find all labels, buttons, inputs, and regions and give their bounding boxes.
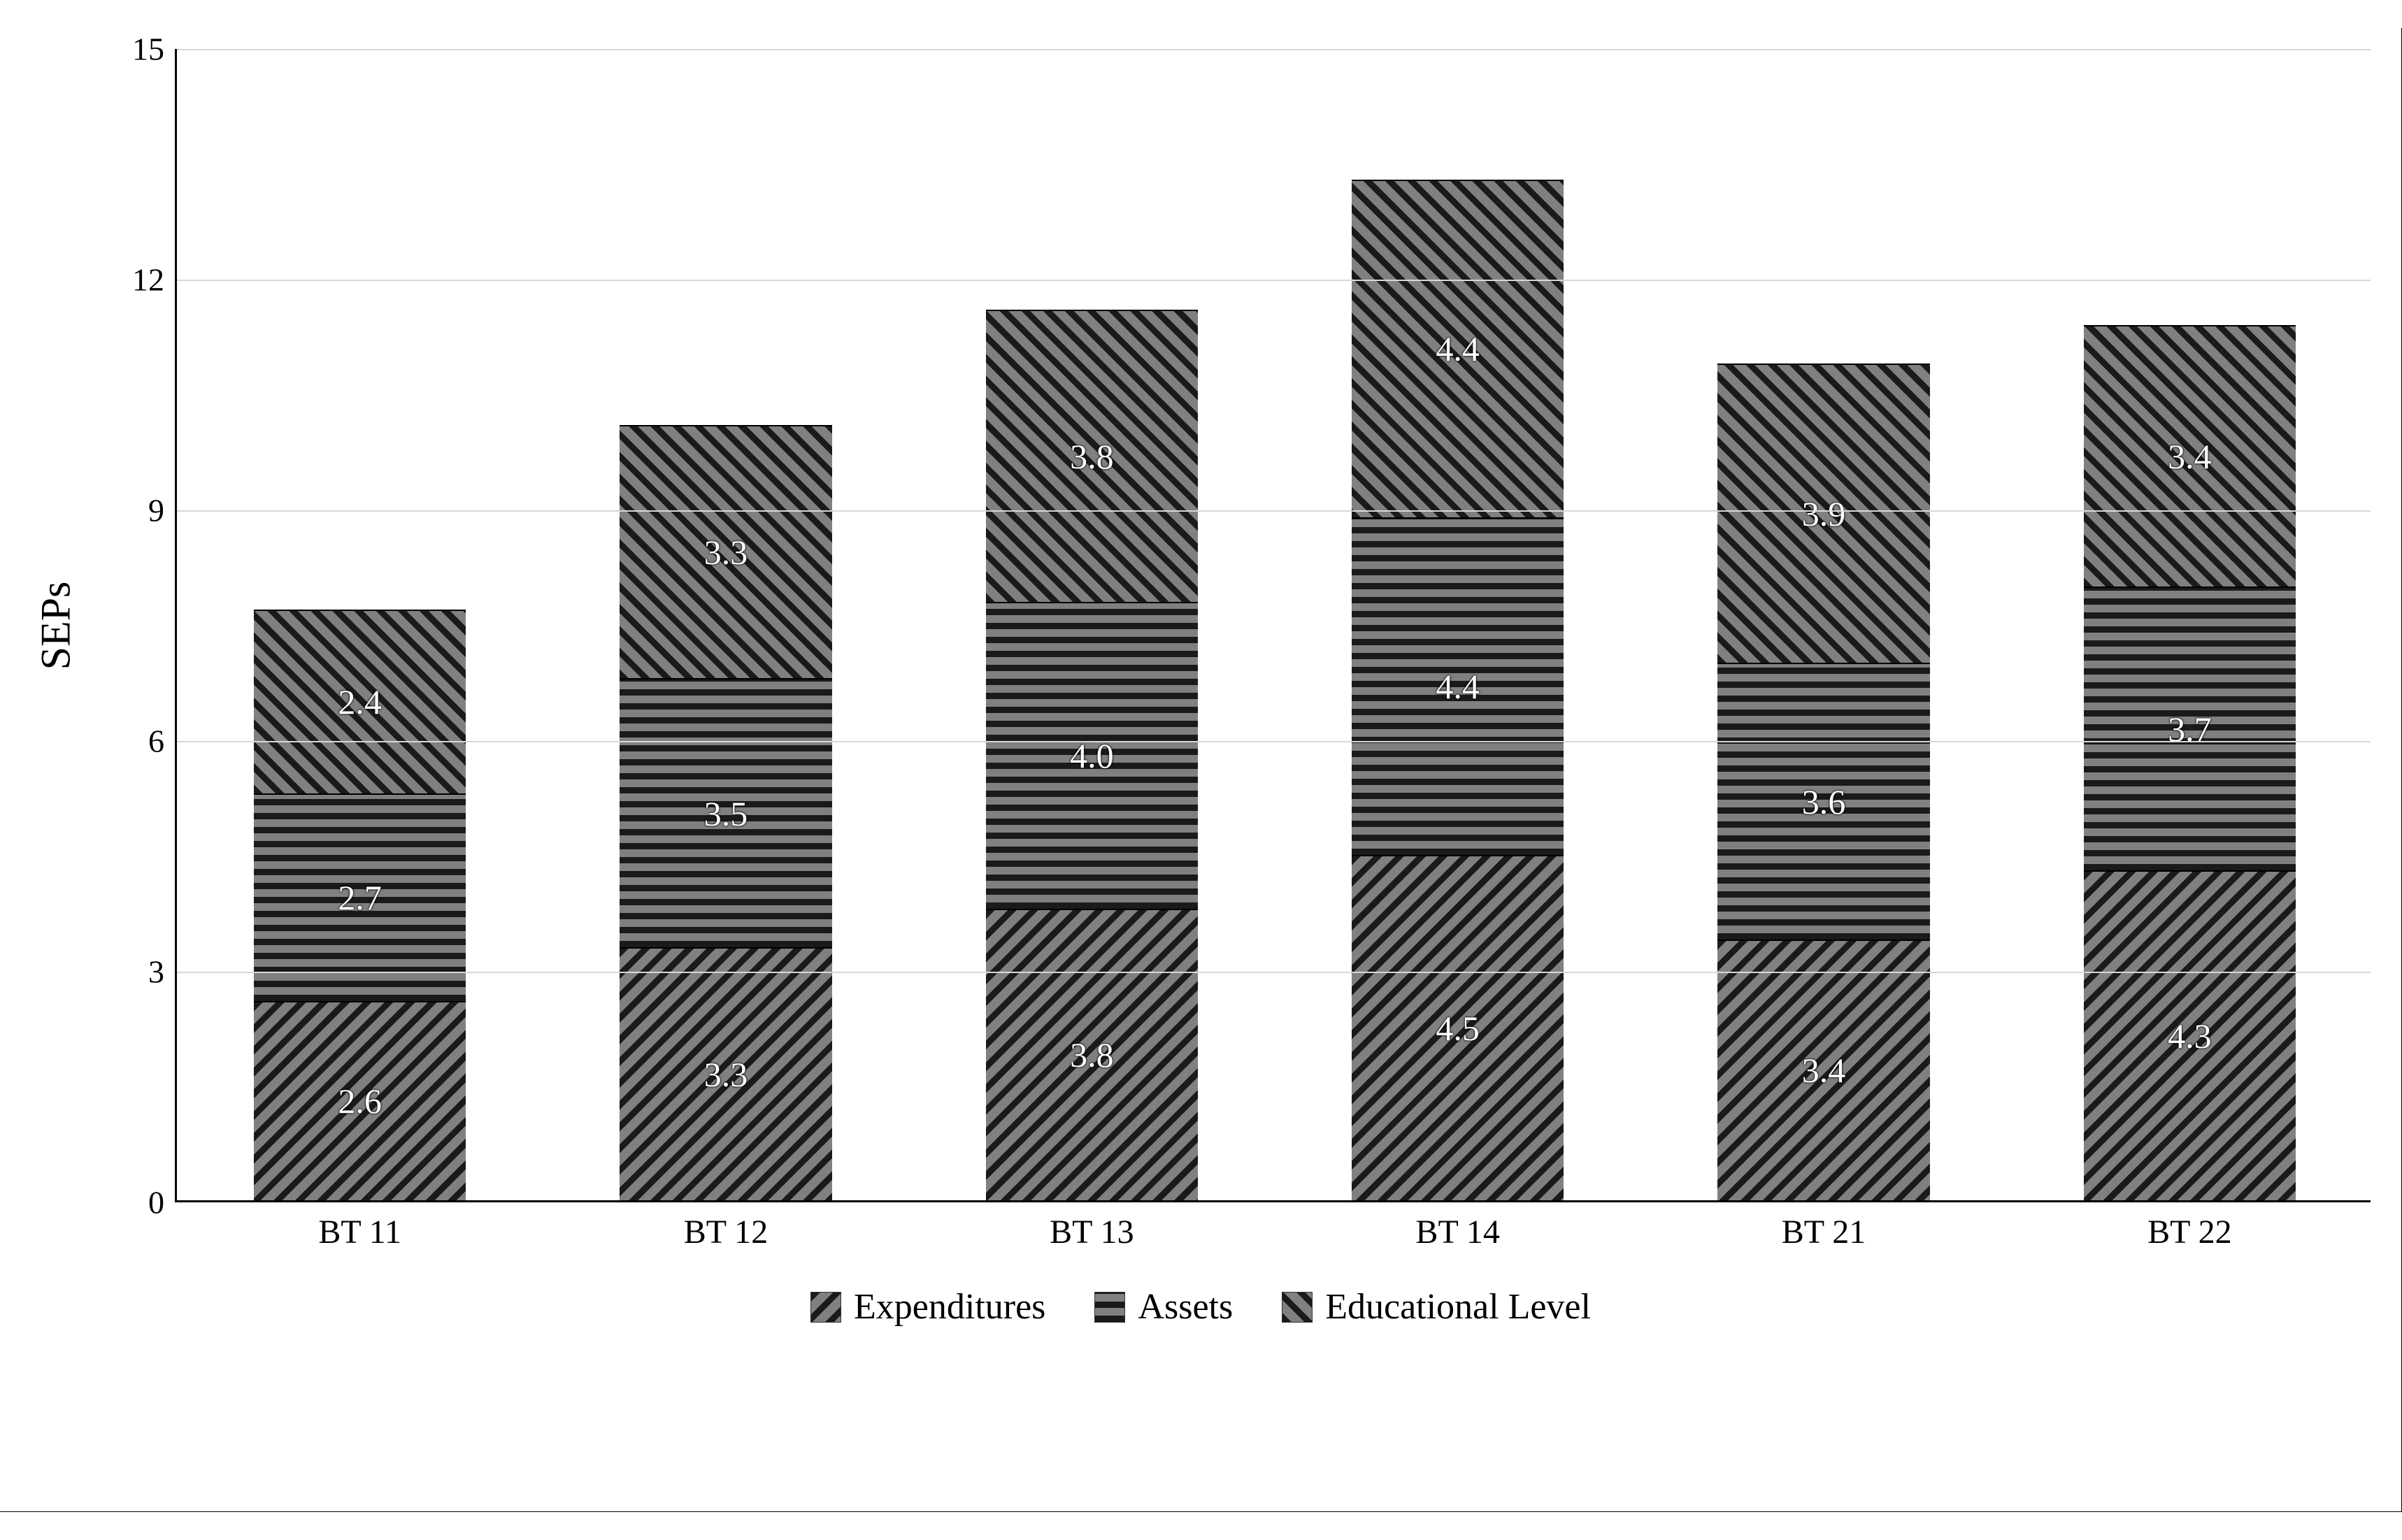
bar-segment: 3.3 [620, 947, 832, 1200]
legend-swatch [810, 1292, 841, 1323]
y-tick-label: 3 [148, 953, 177, 991]
bar-value-label: 3.4 [2168, 436, 2212, 477]
y-tick-label: 6 [148, 723, 177, 760]
x-tick-label: BT 13 [1050, 1200, 1134, 1251]
bar-segment: 3.8 [986, 909, 1199, 1200]
bar-segment: 2.7 [254, 793, 466, 1000]
bar-value-label: 3.6 [1802, 782, 1846, 822]
grid-line [177, 972, 2371, 973]
x-tick-label: BT 14 [1415, 1200, 1499, 1251]
bar-value-label: 3.4 [1802, 1050, 1846, 1091]
x-tick-label: BT 12 [684, 1200, 768, 1251]
bar-segment: 3.9 [1717, 364, 1930, 663]
bar-value-label: 4.3 [2168, 1016, 2212, 1056]
bar-group: 4.3 3.7 3.4 [2084, 49, 2296, 1200]
seps-stacked-bar-chart: SEPs 2.62.72.43.33.53.33.84.03.84.54.44.… [0, 28, 2402, 1512]
bar-value-label: 3.5 [704, 793, 748, 834]
y-tick-label: 0 [148, 1184, 177, 1221]
bar-value-label: 2.4 [338, 682, 382, 722]
legend-label: Assets [1138, 1286, 1233, 1327]
bar-segment: 3.7 [2084, 587, 2296, 870]
bar-value-label: 3.9 [1802, 494, 1846, 534]
bar-value-label: 3.8 [1070, 1035, 1114, 1075]
bar-segment: 3.4 [2084, 325, 2296, 586]
bar-segment: 3.6 [1717, 663, 1930, 939]
bar-group: 3.8 4.0 3.8 [986, 49, 1199, 1200]
bar-value-label: 3.8 [1070, 436, 1114, 477]
grid-line [177, 741, 2371, 742]
bar-segment: 2.6 [254, 1001, 466, 1200]
legend-label: Expenditures [854, 1286, 1045, 1327]
bar-segment: 3.5 [620, 678, 832, 947]
legend-item: Educational Level [1282, 1286, 1591, 1327]
bar-value-label: 4.4 [1436, 329, 1480, 369]
legend-item: Expenditures [810, 1286, 1045, 1327]
bar-segment: 4.4 [1352, 517, 1564, 855]
y-axis-title: SEPs [32, 582, 80, 670]
legend-swatch [1282, 1292, 1313, 1323]
grid-line [177, 49, 2371, 50]
bar-group: 3.3 3.5 3.3 [620, 49, 832, 1200]
grid-line [177, 280, 2371, 281]
x-tick-label: BT 21 [1782, 1200, 1866, 1251]
bar-group: 4.5 4.4 4.4 [1352, 49, 1564, 1200]
y-tick-label: 12 [132, 261, 177, 298]
legend-label: Educational Level [1325, 1286, 1591, 1327]
y-tick-label: 9 [148, 492, 177, 529]
bar-value-label: 3.3 [704, 532, 748, 573]
bar-segment: 3.8 [986, 310, 1199, 601]
bar-value-label: 4.5 [1436, 1008, 1480, 1049]
bar-segment: 4.4 [1352, 180, 1564, 517]
bar-value-label: 3.3 [704, 1054, 748, 1095]
bar-segment: 4.3 [2084, 870, 2296, 1200]
bar-group: 2.6 2.7 2.4 [254, 49, 466, 1200]
x-tick-label: BT 11 [318, 1200, 401, 1251]
bar-group: 3.4 3.6 3.9 [1717, 49, 1930, 1200]
grid-line [177, 510, 2371, 512]
bar-segment: 3.3 [620, 425, 832, 678]
legend-swatch [1094, 1292, 1125, 1323]
plot-area: 2.62.72.43.33.53.33.84.03.84.54.44.43.43… [175, 49, 2371, 1202]
bars-container: 2.62.72.43.33.53.33.84.03.84.54.44.43.43… [177, 49, 2371, 1200]
bar-segment: 4.5 [1352, 855, 1564, 1200]
bar-segment: 2.4 [254, 610, 466, 794]
legend: Expenditures Assets Educational Level [0, 1286, 2401, 1327]
bar-segment: 3.4 [1717, 940, 1930, 1200]
bar-value-label: 4.4 [1436, 666, 1480, 707]
x-tick-label: BT 22 [2147, 1200, 2231, 1251]
bar-value-label: 2.7 [338, 877, 382, 918]
bar-value-label: 2.6 [338, 1081, 382, 1121]
bar-value-label: 3.7 [2168, 709, 2212, 749]
legend-item: Assets [1094, 1286, 1233, 1327]
bar-segment: 4.0 [986, 602, 1199, 909]
y-tick-label: 15 [132, 31, 177, 68]
